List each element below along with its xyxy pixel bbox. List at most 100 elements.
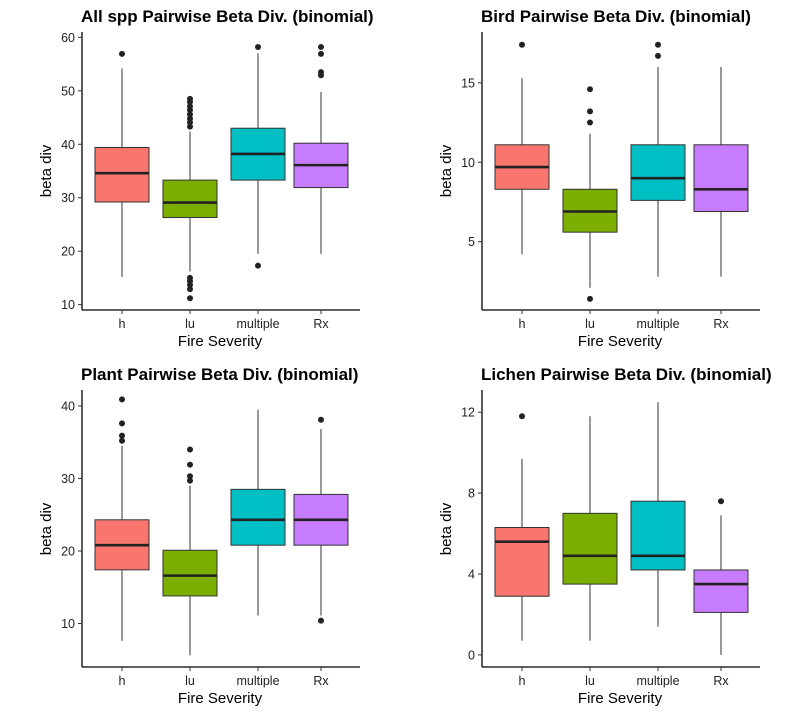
outlier-point [318, 617, 324, 624]
box-multiple [630, 41, 686, 277]
box-h [494, 413, 550, 641]
y-tick-label: 60 [61, 31, 75, 45]
x-tick-label: h [519, 317, 526, 331]
x-tick-label: Rx [313, 317, 329, 331]
outlier-point [655, 52, 661, 59]
outlier-point [187, 274, 193, 281]
panel-title: All spp Pairwise Beta Div. (binomial) [81, 7, 374, 26]
box-Rx [693, 66, 749, 277]
outlier-point [187, 446, 193, 453]
x-axis-title: Fire Severity [178, 690, 263, 707]
outlier-point [519, 413, 525, 420]
outlier-point [587, 108, 593, 115]
x-tick-label: h [119, 317, 126, 331]
iqr-box [630, 500, 686, 571]
y-axis-title: beta div [38, 144, 55, 197]
y-axis-title: beta div [38, 502, 55, 555]
panel-all-spp: All spp Pairwise Beta Div. (binomial) be… [38, 7, 374, 350]
x-tick-label: h [519, 674, 526, 688]
y-tick-label: 20 [61, 544, 75, 558]
box-h [494, 41, 550, 255]
iqr-box [693, 569, 749, 613]
outlier-point [318, 416, 324, 423]
panel-plant: Plant Pairwise Beta Div. (binomial) beta… [38, 365, 360, 707]
y-tick-label: 12 [461, 406, 475, 420]
iqr-box [562, 512, 618, 585]
box-Rx [293, 416, 349, 624]
outlier-point [587, 86, 593, 93]
y-axis-title: beta div [438, 502, 455, 555]
outlier-point [187, 286, 193, 293]
panel-title: Lichen Pairwise Beta Div. (binomial) [481, 365, 772, 384]
iqr-box [494, 526, 550, 597]
outlier-point [119, 396, 125, 403]
x-tick-label: Rx [313, 674, 329, 688]
outlier-point [119, 437, 125, 444]
y-tick-label: 40 [61, 399, 75, 413]
box-h [94, 396, 150, 641]
outlier-point [187, 295, 193, 302]
x-tick-label: lu [185, 317, 195, 331]
outlier-point [119, 420, 125, 427]
x-tick-label: multiple [636, 674, 679, 688]
outlier-point [318, 43, 324, 50]
box-Rx [293, 43, 349, 254]
box-multiple [230, 43, 286, 269]
outlier-point [187, 115, 193, 122]
outlier-point [187, 111, 193, 118]
x-tick-label: lu [185, 674, 195, 688]
x-tick-label: Rx [713, 317, 729, 331]
box-lu [162, 446, 218, 656]
iqr-box [94, 146, 150, 203]
iqr-box [162, 179, 218, 219]
panel-lichen: Lichen Pairwise Beta Div. (binomial) bet… [438, 365, 772, 707]
y-tick-label: 20 [61, 245, 75, 259]
box-multiple [230, 409, 286, 616]
panel-bird: Bird Pairwise Beta Div. (binomial) beta … [438, 7, 760, 350]
iqr-box [230, 488, 286, 546]
x-tick-label: h [119, 674, 126, 688]
y-tick-label: 30 [61, 472, 75, 486]
outlier-point [119, 50, 125, 57]
box-lu [562, 86, 618, 302]
outlier-point [187, 123, 193, 130]
y-tick-label: 15 [461, 76, 475, 90]
iqr-box [630, 144, 686, 201]
outlier-point [519, 41, 525, 48]
outlier-point [718, 498, 724, 505]
outlier-point [255, 43, 261, 50]
outlier-point [187, 477, 193, 484]
box-lu [562, 416, 618, 641]
x-axis-title: Fire Severity [578, 333, 663, 350]
y-tick-label: 5 [468, 235, 475, 249]
y-tick-label: 40 [61, 138, 75, 152]
y-tick-label: 10 [61, 617, 75, 631]
y-tick-label: 30 [61, 191, 75, 205]
outlier-point [587, 119, 593, 126]
x-tick-label: lu [585, 674, 595, 688]
x-tick-label: multiple [636, 317, 679, 331]
iqr-box [162, 549, 218, 597]
outlier-point [587, 295, 593, 302]
outlier-point [255, 262, 261, 269]
y-tick-label: 10 [461, 156, 475, 170]
y-tick-label: 8 [468, 487, 475, 501]
box-multiple [630, 402, 686, 627]
x-tick-label: multiple [236, 317, 279, 331]
outlier-point [655, 41, 661, 48]
outlier-point [318, 50, 324, 57]
iqr-box [693, 144, 749, 213]
y-axis-title: beta div [438, 144, 455, 197]
outlier-point [187, 95, 193, 102]
outlier-point [119, 432, 125, 439]
x-axis-title: Fire Severity [578, 690, 663, 707]
x-tick-label: Rx [713, 674, 729, 688]
y-tick-label: 50 [61, 84, 75, 98]
y-tick-label: 0 [468, 648, 475, 662]
x-axis-title: Fire Severity [178, 333, 263, 350]
y-tick-label: 10 [61, 298, 75, 312]
x-tick-label: lu [585, 317, 595, 331]
box-Rx [693, 498, 749, 655]
outlier-point [187, 473, 193, 480]
